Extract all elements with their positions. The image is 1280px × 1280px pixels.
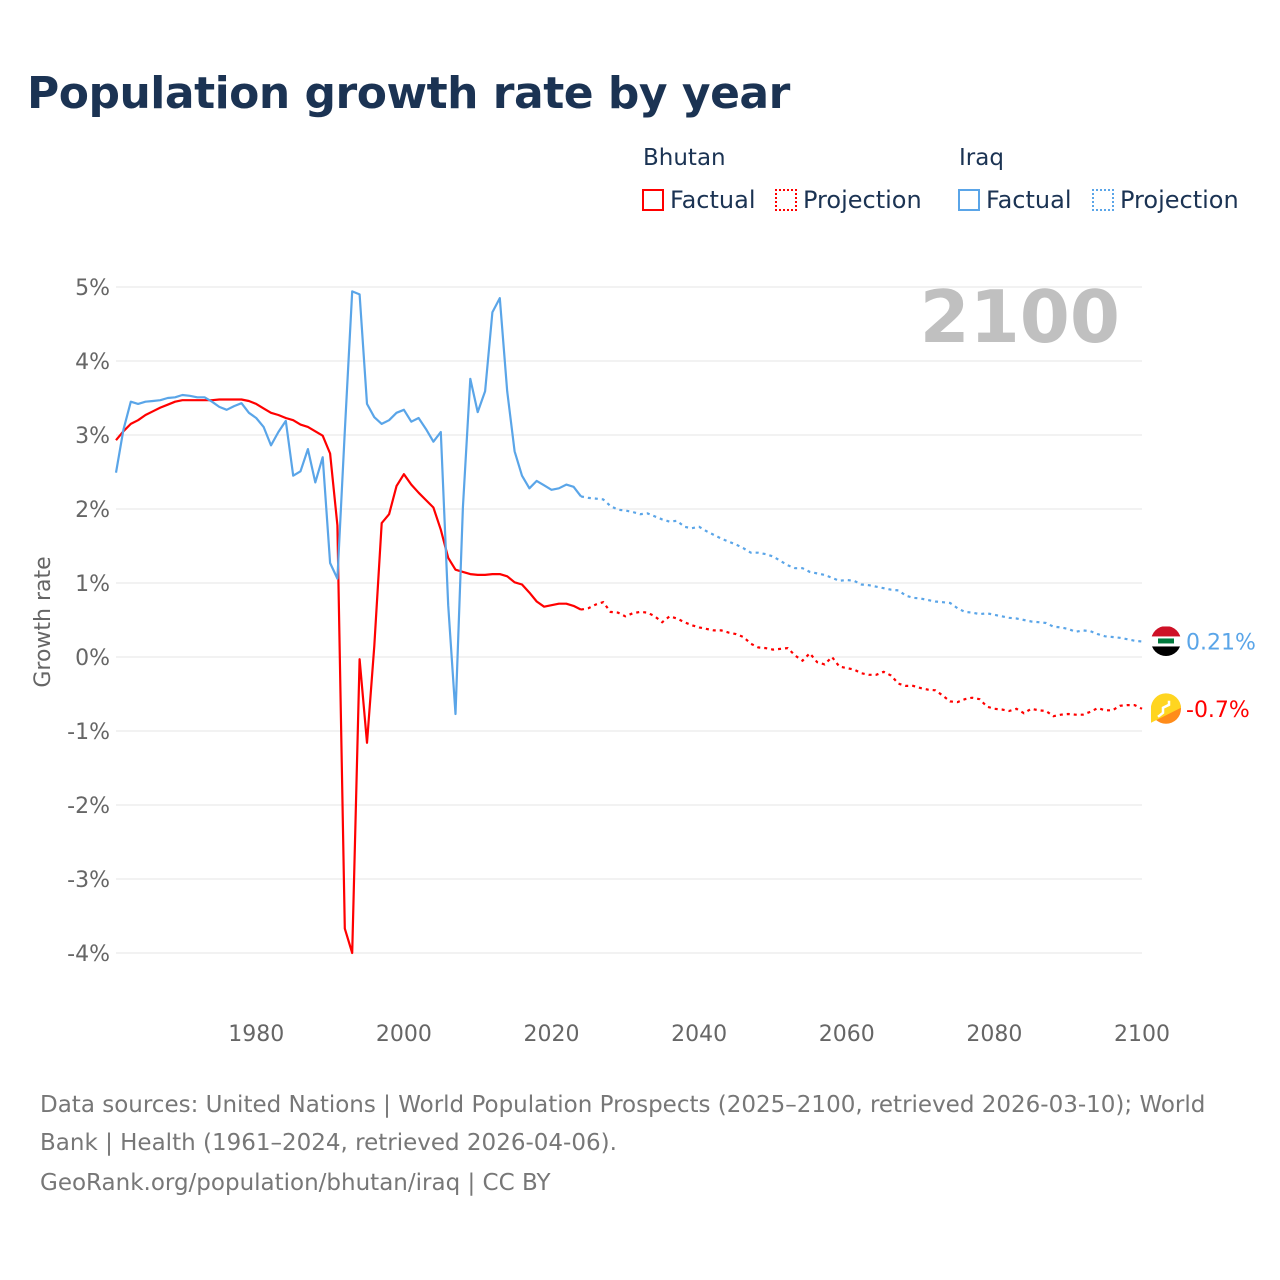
legend-label: Projection [803,186,922,214]
data-sources-cont: Bank | Health (1961–2024, retrieved 2026… [40,1130,617,1156]
series-line-bhutan-projection [580,600,1143,718]
y-tick-label: 2% [75,498,110,523]
x-tick-label: 1980 [228,1022,284,1047]
page-title: Population growth rate by year [27,68,790,119]
series-line-iraq-projection [580,495,1143,643]
x-tick-label: 2100 [1114,1022,1170,1047]
y-tick-label: 0% [75,646,110,671]
legend-label: Factual [670,186,756,214]
legend-bhutan-projection[interactable]: Projection [775,186,922,214]
solid-swatch-icon [958,189,980,211]
flag-emblem [1158,638,1174,644]
credit-link[interactable]: GeoRank.org/population/bhutan/iraq | CC … [40,1170,551,1196]
x-tick-label: 2060 [819,1022,875,1047]
flag-dragon [1157,700,1171,718]
x-tick-label: 2000 [376,1022,432,1047]
x-tick-label: 2080 [966,1022,1022,1047]
flag-stripe [1151,646,1181,656]
iraq-flag-icon [1151,626,1181,656]
series-line-iraq-factual [114,290,582,716]
flag-stripe [1151,626,1181,637]
y-axis-label: Growth rate [31,556,56,687]
dotted-swatch-icon [1092,189,1114,211]
data-sources: Data sources: United Nations | World Pop… [40,1092,1206,1118]
legend-group-iraq: Iraq [959,145,1004,171]
current-year-label: 2100 [920,275,1120,359]
end-label-iraq: 0.21% [1186,630,1256,655]
y-tick-label: -2% [67,794,110,819]
solid-swatch-icon [642,189,664,211]
series-line-bhutan-factual [115,398,582,955]
y-tick-label: 1% [75,572,110,597]
bhutan-flag-icon [1150,693,1181,724]
y-tick-label: -1% [67,720,110,745]
y-tick-label: -4% [67,942,110,967]
legend-iraq-projection[interactable]: Projection [1092,186,1239,214]
y-tick-label: 5% [75,276,110,301]
legend-iraq-factual[interactable]: Factual [958,186,1072,214]
x-tick-label: 2020 [523,1022,579,1047]
legend-label: Factual [986,186,1072,214]
legend-bhutan-factual[interactable]: Factual [642,186,756,214]
end-label-bhutan: -0.7% [1186,698,1250,723]
y-tick-label: -3% [67,868,110,893]
dotted-swatch-icon [775,189,797,211]
x-tick-label: 2040 [671,1022,727,1047]
legend-group-bhutan: Bhutan [643,145,726,171]
y-tick-label: 4% [75,350,110,375]
plot-area: 5% 4% 3% 2% 1% 0% -1% -2% -3% -4% 1980 2000 2020 2040… [31,275,1256,1047]
y-tick-label: 3% [75,424,110,449]
legend-label: Projection [1120,186,1239,214]
